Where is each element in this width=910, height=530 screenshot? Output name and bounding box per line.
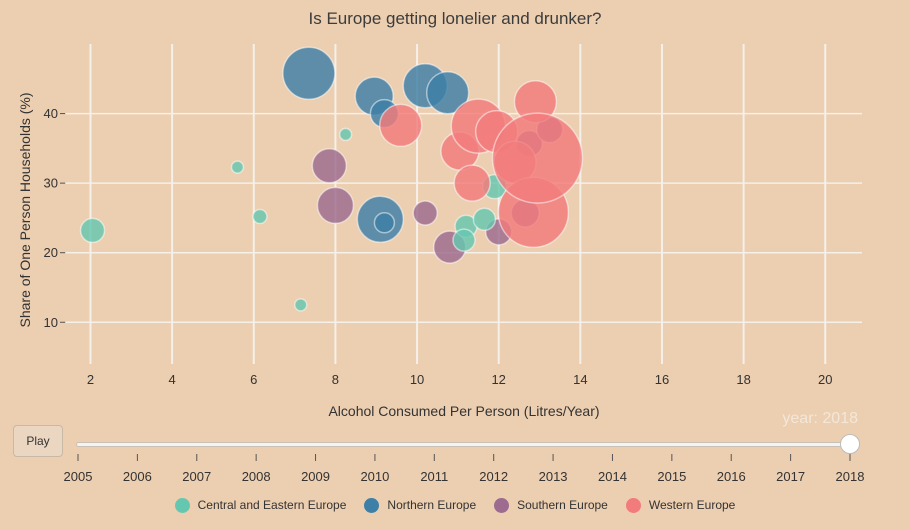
bubble[interactable] [425,70,470,115]
x-tick-label: 10 [410,372,424,387]
year-slider-ticks: 2005 2006 2007 2008 2009 2010 2011 2012 2013 2014… [64,454,865,484]
year-slider-handle[interactable] [840,434,860,454]
legend-label: Northern Europe [387,498,477,512]
y-axis-label: Share of One Person Households (%) [17,92,33,327]
legend-swatch [174,497,190,513]
bubble[interactable] [230,160,245,174]
play-button[interactable]: Play [13,425,63,457]
bubble[interactable] [373,212,396,234]
legend-label: Western Europe [648,498,736,512]
bubble[interactable] [412,200,438,226]
slider-year-label[interactable]: 2017 [776,469,805,484]
legend-item-western[interactable]: Western Europe [625,497,736,513]
x-tick-label: 6 [250,372,257,387]
y-tick-label: 10 [44,315,58,330]
slider-year-label[interactable]: 2009 [301,469,330,484]
slider-year-label[interactable]: 2011 [420,469,448,484]
slider-year-label[interactable]: 2016 [717,469,746,484]
bubble[interactable] [491,112,584,204]
legend-item-southern[interactable]: Southern Europe [494,497,608,513]
legend-label: Southern Europe [517,498,608,512]
bubble[interactable] [452,228,476,252]
bubble[interactable] [293,298,308,312]
year-slider-label: year: 2018 [782,410,858,427]
chart-title: Is Europe getting lonelier and drunker? [309,9,602,28]
slider-year-label[interactable]: 2005 [64,469,93,484]
y-axis-ticks: 10 20 30 40 [44,106,65,330]
slider-year-label[interactable]: 2010 [360,469,389,484]
bubble[interactable] [252,208,268,225]
x-axis-label: Alcohol Consumed Per Person (Litres/Year… [328,403,599,419]
x-tick-label: 4 [169,372,176,387]
y-tick-label: 30 [44,176,58,191]
x-tick-label: 18 [736,372,750,387]
legend-swatch [625,497,641,513]
legend-label: Central and Eastern Europe [197,498,347,512]
x-tick-label: 2 [87,372,94,387]
bubble[interactable] [316,186,355,225]
x-axis-ticks: 2 4 6 8 10 12 14 16 18 20 [87,372,833,387]
legend-item-northern[interactable]: Northern Europe [364,497,477,513]
slider-year-label[interactable]: 2018 [836,469,865,484]
bubble[interactable] [378,103,423,148]
x-tick-label: 16 [655,372,669,387]
bubble[interactable] [311,147,348,184]
y-tick-label: 20 [44,245,58,260]
slider-year-label[interactable]: 2013 [539,469,568,484]
slider-year-label[interactable]: 2007 [182,469,211,484]
legend-swatch [494,497,510,513]
x-tick-label: 14 [573,372,587,387]
bubble[interactable] [453,164,491,202]
bubble[interactable] [79,217,106,244]
slider-year-label[interactable]: 2012 [479,469,508,484]
x-tick-label: 8 [332,372,339,387]
bubbles [79,46,584,312]
y-tick-label: 40 [44,106,58,121]
slider-year-label[interactable]: 2014 [598,469,627,484]
legend-swatch [364,497,380,513]
bubble[interactable] [338,127,353,142]
year-slider-track[interactable] [76,442,850,447]
bubble[interactable] [282,46,336,100]
slider-year-label[interactable]: 2008 [242,469,271,484]
bubble[interactable] [472,207,497,232]
legend: Central and Eastern Europe Northern Euro… [0,494,910,516]
x-tick-label: 12 [491,372,505,387]
x-tick-label: 20 [818,372,832,387]
legend-item-central-eastern[interactable]: Central and Eastern Europe [174,497,347,513]
slider-year-label[interactable]: 2006 [123,469,152,484]
slider-year-label[interactable]: 2015 [657,469,686,484]
